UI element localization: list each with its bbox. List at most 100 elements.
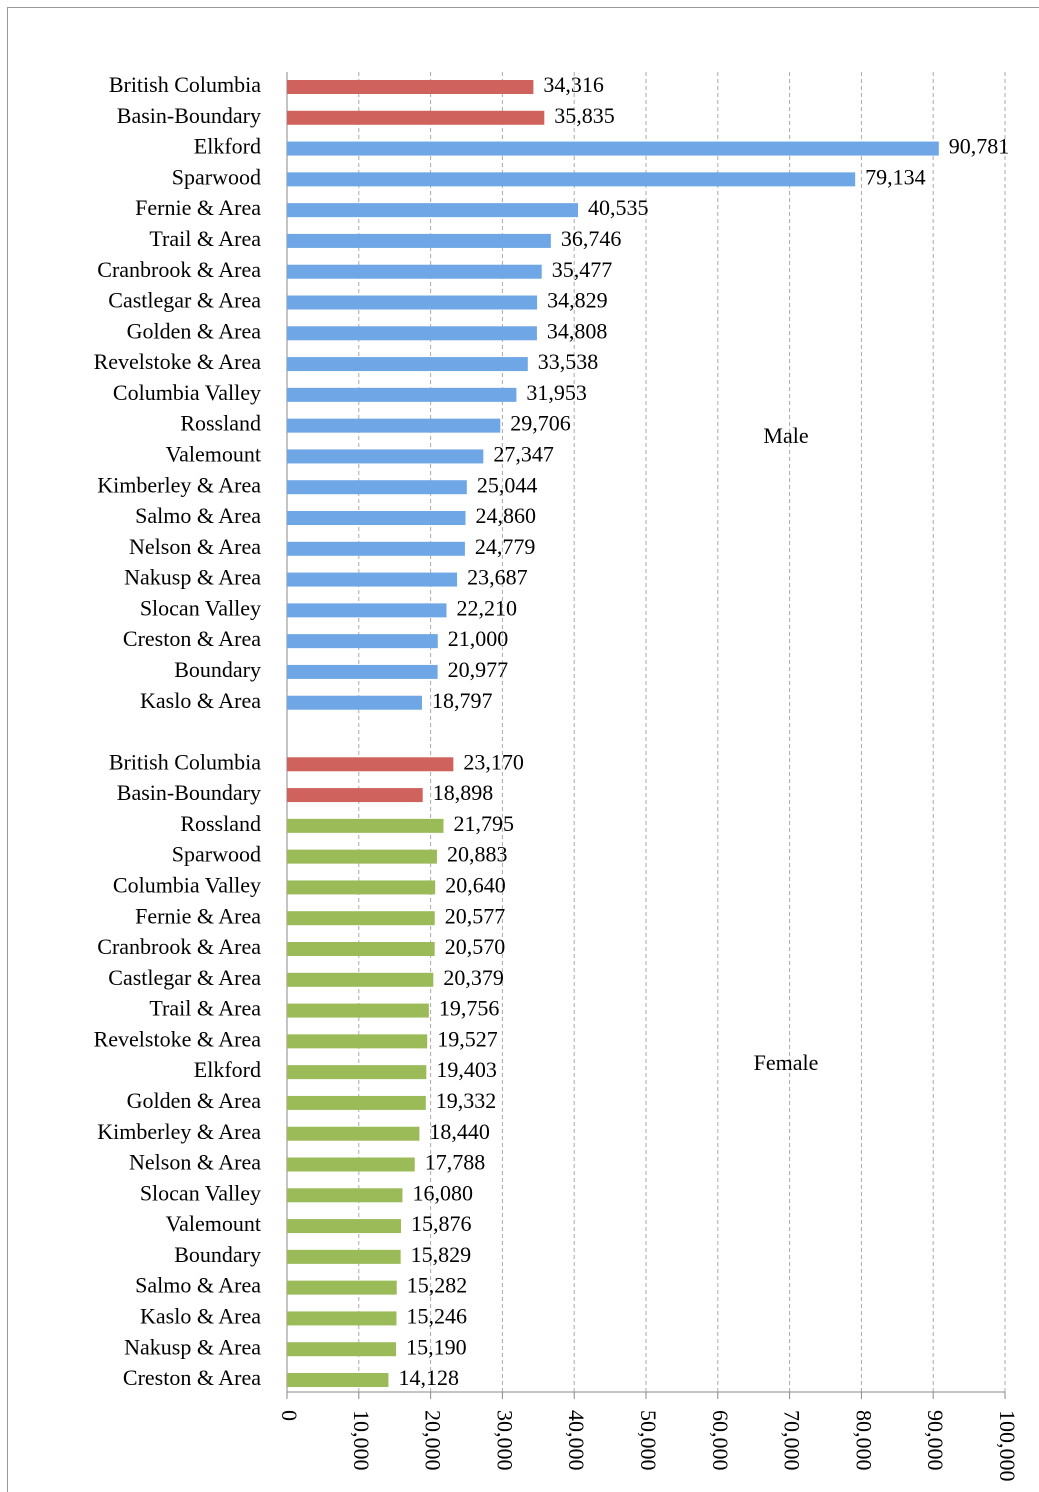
bar (287, 1219, 401, 1234)
y-tick-label: Valemount (166, 1211, 261, 1236)
bar (287, 295, 538, 310)
bar (287, 1065, 427, 1080)
bar (287, 110, 545, 125)
data-label: 34,808 (547, 318, 608, 343)
data-label: 25,044 (477, 472, 538, 497)
y-tick-label: British Columbia (109, 749, 261, 774)
data-label: 21,795 (453, 811, 514, 836)
y-tick-label: Sparwood (172, 842, 261, 867)
y-tick-label: Salmo & Area (135, 503, 261, 528)
bar (287, 541, 465, 556)
x-tick-label: 40,000 (564, 1410, 589, 1471)
data-label: 34,829 (547, 288, 608, 313)
data-label: 90,781 (949, 134, 1010, 159)
bar (287, 1280, 397, 1295)
bar (287, 757, 454, 772)
data-label: 31,953 (526, 380, 587, 405)
bar (287, 480, 467, 495)
data-label: 21,000 (448, 626, 509, 651)
bar (287, 1373, 389, 1387)
x-tick-label: 10,000 (349, 1410, 374, 1471)
bar (287, 326, 537, 341)
data-label: 40,535 (588, 195, 649, 220)
bar (287, 1311, 397, 1326)
annotation: Male (763, 423, 808, 448)
x-tick-label: 70,000 (780, 1410, 805, 1471)
data-label: 35,835 (554, 103, 615, 128)
y-tick-label: Kaslo & Area (140, 688, 261, 713)
x-tick-label: 30,000 (492, 1410, 517, 1471)
y-tick-label: Golden & Area (127, 1088, 262, 1113)
bar (287, 357, 528, 372)
bar (287, 511, 466, 525)
data-label: 34,316 (543, 72, 604, 97)
data-label: 18,440 (429, 1119, 490, 1144)
data-label: 16,080 (412, 1180, 473, 1205)
x-tick-label: 100,000 (995, 1410, 1020, 1482)
data-label: 19,756 (439, 996, 500, 1021)
bar (287, 942, 435, 956)
y-tick-label: British Columbia (109, 72, 261, 97)
y-tick-label: Nelson & Area (129, 1150, 261, 1175)
bar (287, 233, 551, 248)
bar (287, 1188, 403, 1203)
bar (287, 880, 436, 895)
bar (287, 1003, 429, 1018)
y-tick-label: Rossland (180, 811, 261, 836)
data-label: 33,538 (538, 349, 599, 374)
bar (287, 603, 447, 618)
y-tick-label: Fernie & Area (135, 903, 261, 928)
data-label: 20,577 (445, 903, 506, 928)
bar (287, 572, 458, 587)
data-label: 35,477 (552, 257, 613, 282)
data-label: 27,347 (493, 441, 553, 466)
bar (287, 634, 438, 649)
data-label: 36,746 (561, 226, 622, 251)
bar (287, 1095, 426, 1110)
chart-frame (7, 7, 1039, 1492)
y-tick-label: Fernie & Area (135, 195, 261, 220)
y-tick-label: Nelson & Area (129, 534, 261, 559)
y-tick-label: Cranbrook & Area (97, 934, 261, 959)
y-tick-label: Elkford (194, 134, 261, 159)
y-tick-label: Nakusp & Area (124, 565, 261, 590)
bar (287, 1249, 401, 1264)
bar (287, 172, 856, 187)
y-tick-label: Sparwood (172, 164, 261, 189)
data-label: 15,876 (411, 1211, 472, 1236)
y-tick-label: Castlegar & Area (108, 965, 261, 990)
data-label: 19,527 (437, 1026, 498, 1051)
bar (287, 418, 501, 433)
x-tick-label: 90,000 (923, 1410, 948, 1471)
data-label: 19,332 (436, 1088, 497, 1113)
y-tick-label: Trail & Area (149, 996, 261, 1021)
y-tick-label: Cranbrook & Area (97, 257, 261, 282)
data-label: 15,282 (407, 1273, 468, 1298)
data-label: 24,779 (475, 534, 536, 559)
y-tick-label: Kaslo & Area (140, 1303, 261, 1328)
bar (287, 1342, 397, 1357)
bar (287, 1126, 420, 1141)
y-tick-label: Kimberley & Area (97, 472, 261, 497)
y-tick-label: Slocan Valley (140, 1180, 261, 1205)
data-label: 24,860 (475, 503, 536, 528)
data-label: 20,977 (448, 657, 509, 682)
y-tick-label: Valemount (166, 441, 261, 466)
bar (287, 80, 534, 94)
data-label: 18,898 (433, 780, 494, 805)
y-tick-label: Creston & Area (123, 1365, 261, 1390)
y-tick-label: Rossland (180, 411, 261, 436)
data-label: 15,246 (406, 1303, 467, 1328)
bar (287, 972, 434, 987)
y-tick-label: Boundary (174, 657, 261, 682)
bar (287, 818, 444, 833)
data-label: 29,706 (510, 411, 570, 436)
y-tick-label: Golden & Area (127, 318, 262, 343)
data-label: 20,883 (447, 842, 508, 867)
bar (287, 664, 438, 679)
y-tick-label: Nakusp & Area (124, 1334, 261, 1359)
x-tick-label: 0 (277, 1410, 302, 1421)
data-label: 23,687 (467, 565, 527, 590)
y-tick-label: Elkford (194, 1057, 261, 1082)
